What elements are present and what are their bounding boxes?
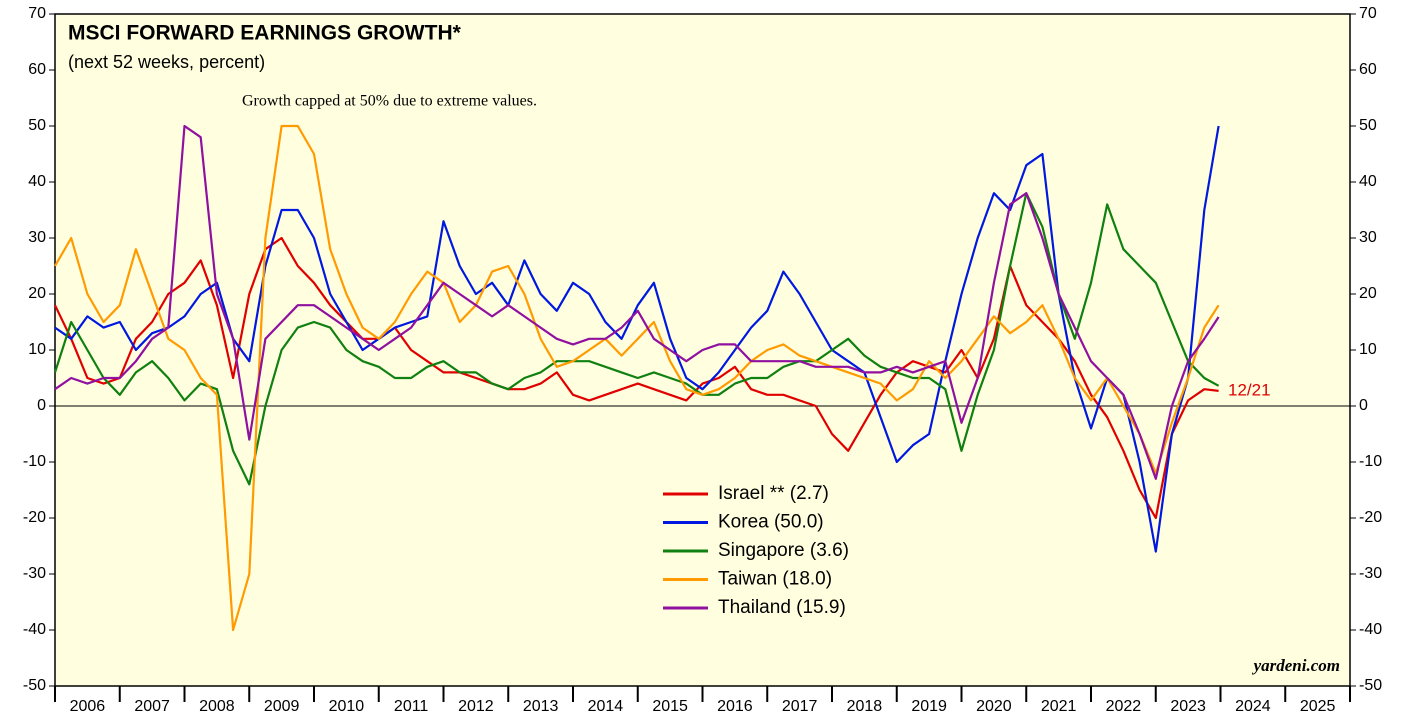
y2-tick-label: 20 bbox=[1359, 285, 1377, 302]
series-line bbox=[54, 124, 1220, 480]
y-tick-label: 0 bbox=[37, 397, 46, 414]
y-tick-label: 60 bbox=[28, 61, 46, 78]
x-tick-label: 2022 bbox=[1106, 698, 1142, 715]
y2-tick-label: -20 bbox=[1359, 509, 1382, 526]
x-tick-label: 2018 bbox=[847, 698, 883, 715]
legend-label: Israel ** (2.7) bbox=[718, 483, 829, 504]
legend-label: Korea (50.0) bbox=[718, 512, 824, 533]
y-tick-label: -30 bbox=[23, 565, 46, 582]
x-tick-label: 2021 bbox=[1041, 698, 1077, 715]
x-tick-label: 2013 bbox=[523, 698, 559, 715]
x-tick-label: 2023 bbox=[1170, 698, 1206, 715]
x-tick-label: 2014 bbox=[588, 698, 624, 715]
brand: yardeni.com bbox=[1252, 656, 1340, 675]
note: Growth capped at 50% due to extreme valu… bbox=[242, 93, 537, 110]
x-tick-label: 2017 bbox=[782, 698, 818, 715]
y-tick-label: 40 bbox=[28, 173, 46, 190]
y-tick-label: 70 bbox=[28, 5, 46, 22]
y2-tick-label: -10 bbox=[1359, 453, 1382, 470]
y-tick-label: -10 bbox=[23, 453, 46, 470]
y2-tick-label: 30 bbox=[1359, 229, 1377, 246]
y2-tick-label: 0 bbox=[1359, 397, 1368, 414]
series-line bbox=[54, 124, 1220, 632]
y2-tick-label: -50 bbox=[1359, 677, 1382, 694]
y-tick-label: 20 bbox=[28, 285, 46, 302]
legend-label: Taiwan (18.0) bbox=[718, 569, 832, 590]
x-tick-label: 2009 bbox=[264, 698, 300, 715]
y2-tick-label: 70 bbox=[1359, 5, 1377, 22]
y-tick-label: 50 bbox=[28, 117, 46, 134]
y2-tick-label: 40 bbox=[1359, 173, 1377, 190]
chart-subtitle: (next 52 weeks, percent) bbox=[68, 52, 265, 72]
x-tick-label: 2015 bbox=[652, 698, 688, 715]
legend-label: Thailand (15.9) bbox=[718, 597, 846, 618]
y2-tick-label: -30 bbox=[1359, 565, 1382, 582]
x-tick-label: 2019 bbox=[911, 698, 947, 715]
y-tick-label: -20 bbox=[23, 509, 46, 526]
x-tick-label: 2007 bbox=[134, 698, 170, 715]
x-tick-label: 2016 bbox=[717, 698, 753, 715]
y2-tick-label: 50 bbox=[1359, 117, 1377, 134]
y2-tick-label: -40 bbox=[1359, 621, 1382, 638]
date-label: 12/21 bbox=[1228, 380, 1271, 399]
y-tick-label: -40 bbox=[23, 621, 46, 638]
chart-title: MSCI FORWARD EARNINGS GROWTH* bbox=[68, 22, 462, 45]
legend-label: Singapore (3.6) bbox=[718, 540, 849, 561]
y2-tick-label: 10 bbox=[1359, 341, 1377, 358]
y-tick-label: 30 bbox=[28, 229, 46, 246]
series-line bbox=[54, 236, 1219, 520]
y2-tick-label: 60 bbox=[1359, 61, 1377, 78]
series-line bbox=[54, 125, 1220, 553]
x-tick-label: 2011 bbox=[394, 698, 429, 715]
x-tick-label: 2010 bbox=[329, 698, 365, 715]
x-tick-label: 2006 bbox=[70, 698, 106, 715]
x-tick-label: 2025 bbox=[1300, 698, 1336, 715]
y-tick-label: -50 bbox=[23, 677, 46, 694]
x-tick-label: 2012 bbox=[458, 698, 494, 715]
x-tick-label: 2008 bbox=[199, 698, 235, 715]
x-tick-label: 2024 bbox=[1235, 698, 1271, 715]
x-tick-label: 2020 bbox=[976, 698, 1012, 715]
y-tick-label: 10 bbox=[28, 341, 46, 358]
